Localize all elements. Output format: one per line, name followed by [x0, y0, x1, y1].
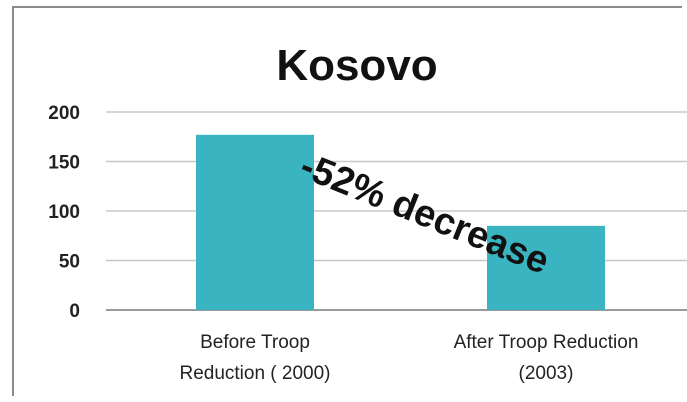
bar-1 — [487, 225, 605, 310]
y-tick-label: 100 — [48, 202, 80, 223]
x-category-label: After Troop Reduction (2003) — [454, 332, 639, 384]
change-annotation: -52% decrease — [294, 145, 555, 283]
chart-frame — [12, 6, 682, 396]
x-axis-categories: Before Troop Reduction ( 2000) After Troop… — [179, 332, 638, 384]
y-axis-ticks: 0 50 100 150 200 — [48, 103, 80, 322]
y-tick-label: 0 — [69, 301, 80, 322]
x-category-label: Before Troop Reduction ( 2000) — [179, 332, 330, 384]
bars — [196, 134, 605, 310]
y-tick-label: 50 — [59, 252, 80, 273]
bar-0 — [196, 134, 314, 310]
y-tick-label: 150 — [48, 153, 80, 174]
y-tick-label: 200 — [48, 103, 80, 124]
chart-title: Kosovo — [276, 41, 437, 90]
